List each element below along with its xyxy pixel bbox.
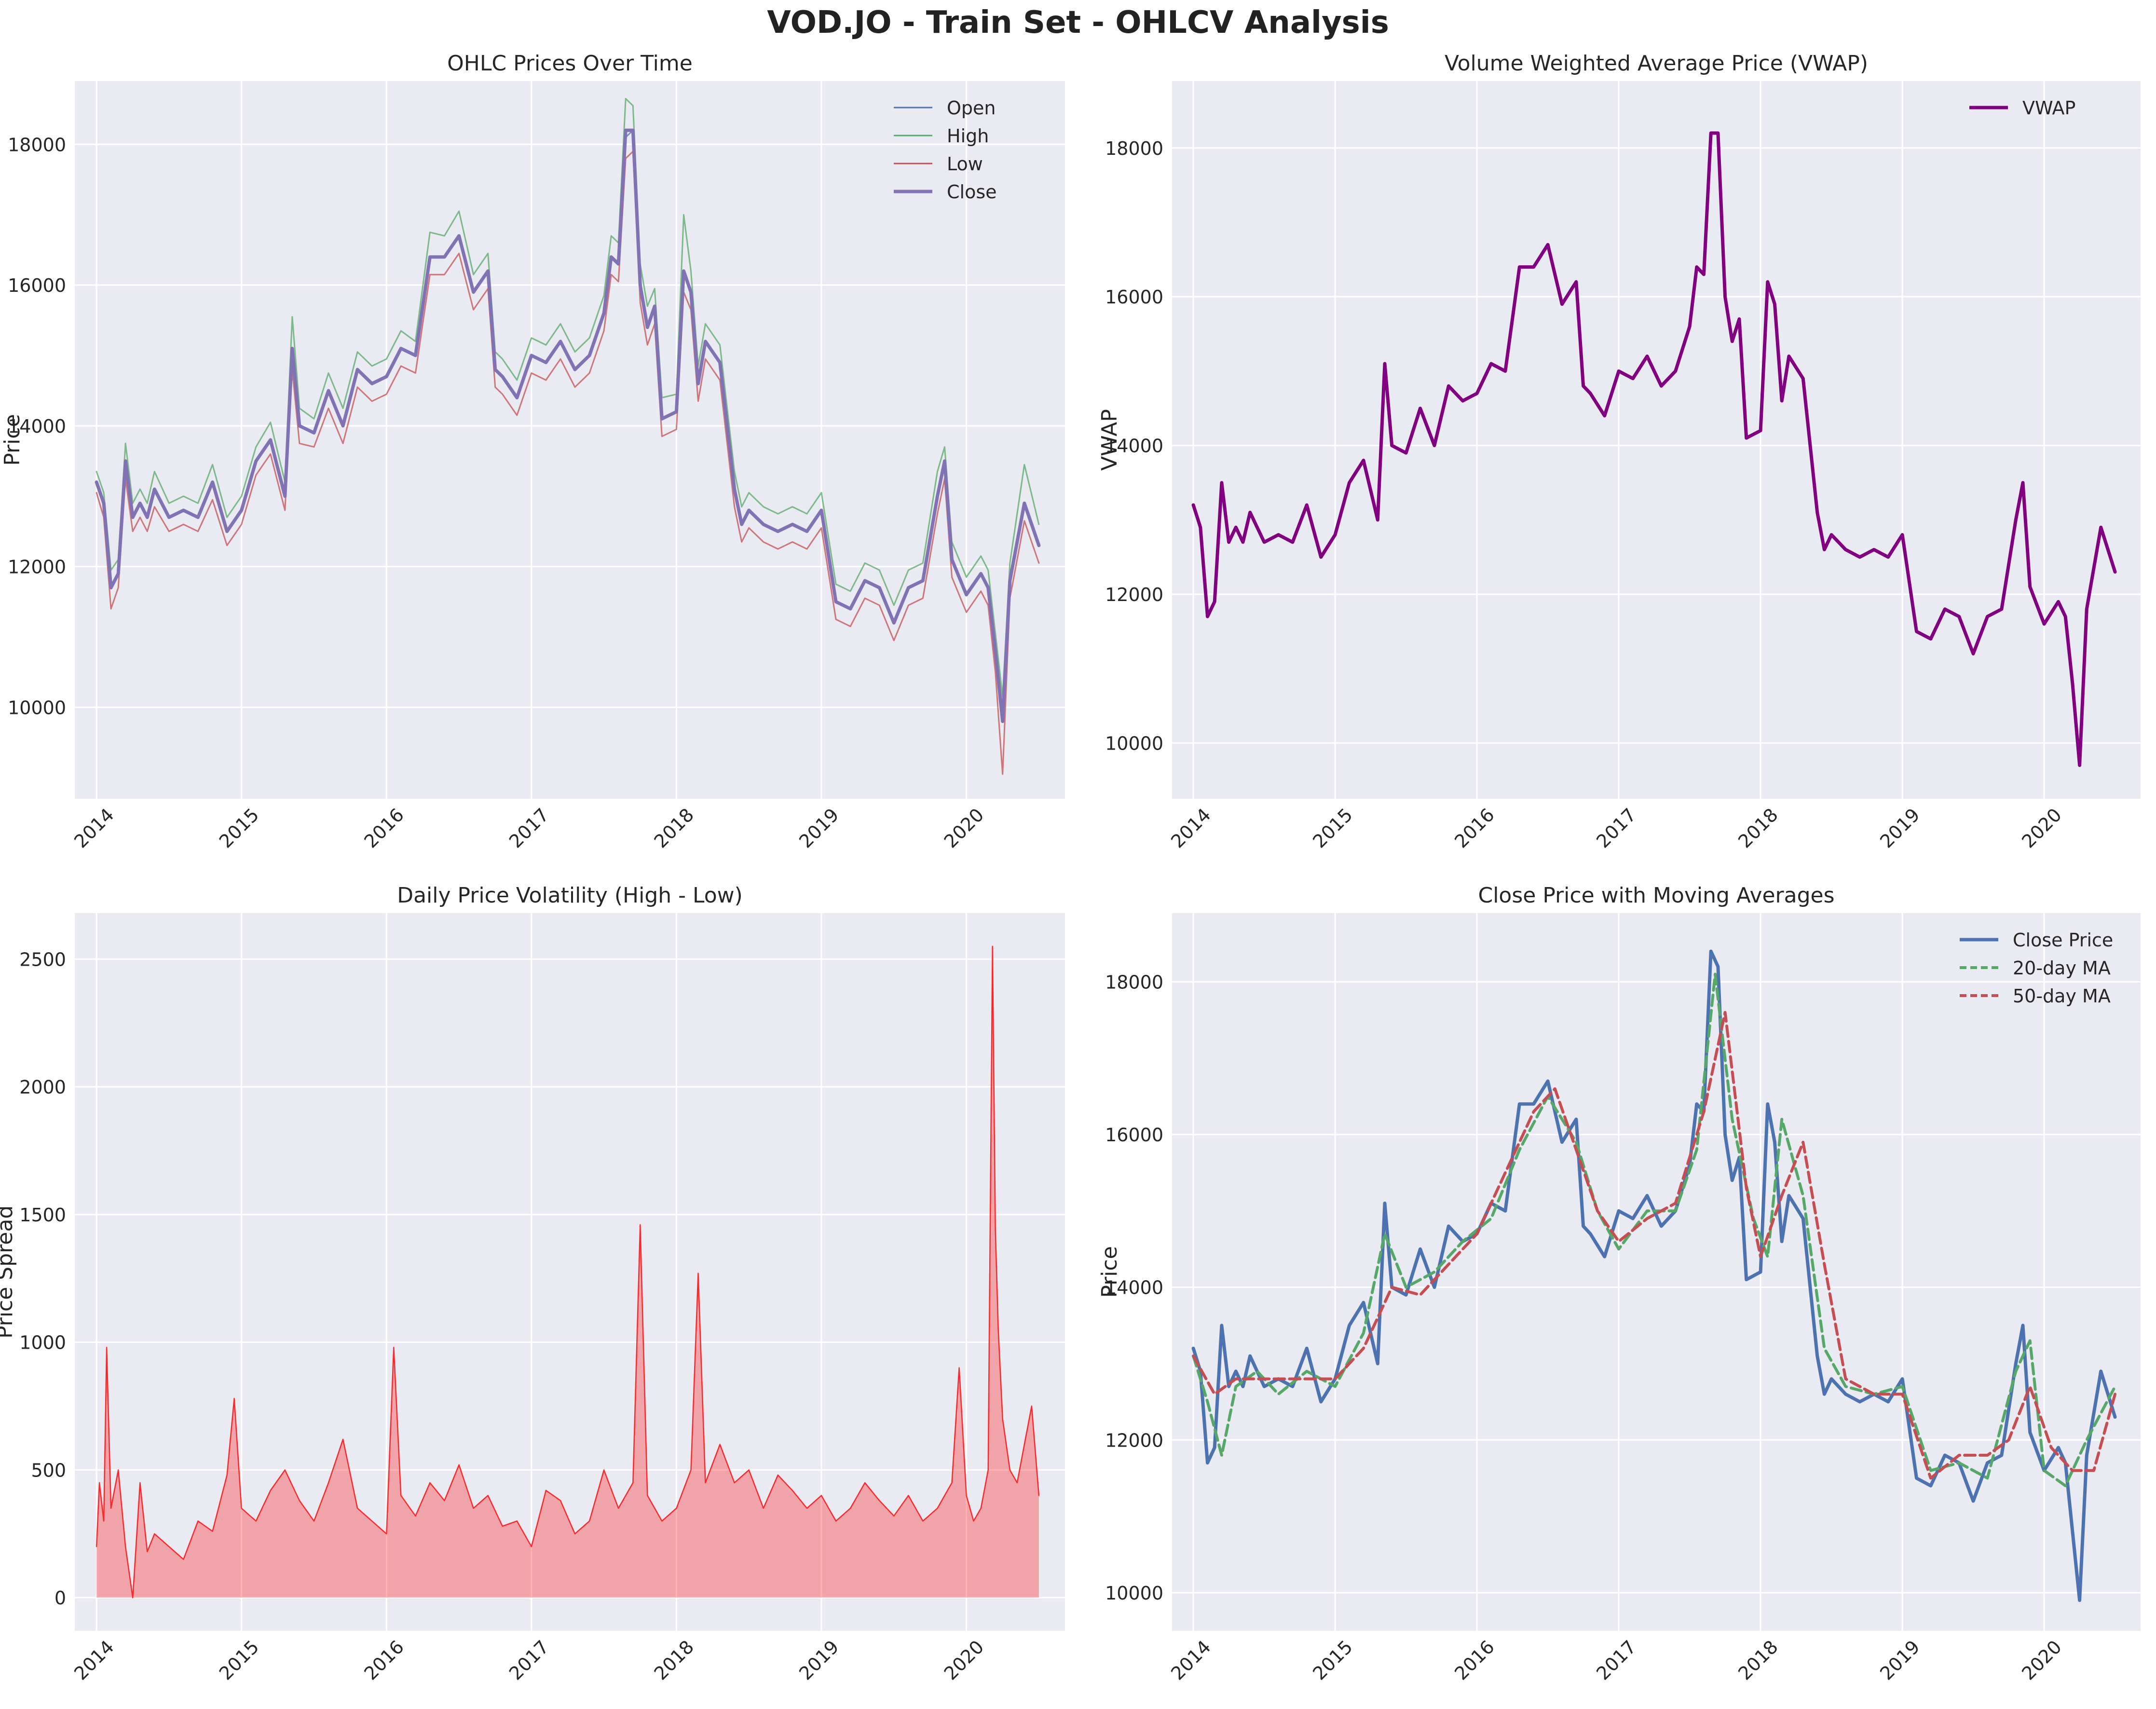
y-tick-label: 0 — [55, 1587, 66, 1609]
x-tick-label: 2018 — [1734, 804, 1782, 852]
y-axis-label: VWAP — [1097, 409, 1122, 471]
series-line-high — [96, 98, 1040, 697]
y-tick-label: 12000 — [1105, 584, 1163, 605]
x-tick-label: 2017 — [505, 804, 553, 852]
x-tick-label: 2017 — [505, 1636, 553, 1684]
chart-ohlc: 10000 12000 14000 16000 18000 2014 2015 2016 201… — [0, 51, 1065, 852]
x-tick-label: 2014 — [1167, 804, 1215, 852]
legend-label: VWAP — [2022, 97, 2075, 119]
y-tick-label: 18000 — [8, 134, 66, 155]
series-line-20-day-ma — [1192, 972, 2117, 1488]
plot-area — [75, 81, 1065, 799]
legend-label: High — [947, 125, 989, 147]
series-group — [1191, 949, 2117, 1602]
series-line — [96, 945, 1040, 1599]
series-area-fill — [96, 946, 1039, 1598]
x-tick-label: 2015 — [1309, 1636, 1357, 1684]
x-tick-label: 2020 — [2018, 804, 2066, 852]
series-group — [1191, 131, 2117, 767]
y-tick-label: 14000 — [1105, 1277, 1163, 1299]
x-tick-label: 2017 — [1592, 804, 1640, 852]
x-tick-label: 2016 — [360, 804, 408, 852]
series-line-low — [96, 150, 1040, 775]
x-tick-label: 2015 — [1309, 804, 1357, 852]
x-tick-label: 2016 — [1450, 804, 1499, 852]
y-axis-label: Price — [0, 414, 25, 465]
chart-moving-averages: 10000 12000 14000 16000 18000 2014 2015 2016 201… — [1097, 883, 2141, 1684]
x-tick-label: 2018 — [1734, 1636, 1782, 1684]
plot-area — [1172, 81, 2141, 799]
y-tick-label: 16000 — [1105, 1124, 1163, 1146]
y-tick-label: 14000 — [8, 416, 66, 437]
y-tick-label: 2500 — [19, 949, 66, 970]
y-tick-label: 2000 — [19, 1077, 66, 1098]
x-tick-label: 2017 — [1592, 1636, 1640, 1684]
y-tick-label: 1000 — [19, 1332, 66, 1354]
series-line-vwap — [1191, 131, 2117, 767]
legend-label: 50-day MA — [2013, 985, 2111, 1007]
series-line-close — [95, 128, 1041, 723]
legend-label: Open — [947, 97, 996, 119]
x-tick-label: 2019 — [795, 804, 843, 852]
x-tick-label: 2014 — [70, 804, 118, 852]
y-axis-label: Price — [1097, 1246, 1122, 1298]
y-axis-label: Price Spread — [0, 1205, 17, 1339]
y-tick-label: 18000 — [1105, 971, 1163, 993]
chart-title: Daily Price Volatility (High - Low) — [397, 883, 743, 908]
y-tick-label: 12000 — [1105, 1430, 1163, 1451]
x-tick-label: 2020 — [2018, 1636, 2066, 1684]
chart-title: Close Price with Moving Averages — [1478, 883, 1834, 908]
legend-label: Close Price — [2013, 930, 2113, 951]
chart-volatility: 0 500 1000 1500 2000 2500 2014 2015 2016 2017 2018… — [0, 883, 1065, 1684]
y-tick-label: 12000 — [8, 557, 66, 578]
y-tick-label: 10000 — [1105, 1583, 1163, 1604]
plot-area — [75, 913, 1065, 1631]
x-tick-label: 2019 — [1876, 1636, 1924, 1684]
y-tick-label: 16000 — [1105, 287, 1163, 308]
legend-label: Low — [947, 153, 983, 175]
plot-area — [1172, 913, 2141, 1631]
y-tick-label: 10000 — [1105, 733, 1163, 754]
chart-title: OHLC Prices Over Time — [447, 51, 693, 76]
series-group — [96, 945, 1040, 1599]
series-group — [95, 98, 1041, 775]
x-tick-label: 2019 — [795, 1636, 843, 1684]
x-tick-label: 2020 — [940, 1636, 988, 1684]
x-tick-label: 2015 — [215, 1636, 263, 1684]
y-tick-label: 14000 — [1105, 436, 1163, 457]
x-tick-label: 2014 — [1167, 1636, 1215, 1684]
x-tick-label: 2020 — [940, 804, 988, 852]
y-tick-label: 16000 — [8, 275, 66, 296]
x-tick-label: 2015 — [215, 804, 263, 852]
chart-title: Volume Weighted Average Price (VWAP) — [1445, 51, 1868, 76]
x-tick-label: 2019 — [1876, 804, 1924, 852]
x-tick-label: 2016 — [1450, 1636, 1499, 1684]
legend-label: Close — [947, 181, 997, 203]
x-tick-label: 2018 — [650, 1636, 698, 1684]
figure-title: VOD.JO - Train Set - OHLCV Analysis — [767, 5, 1389, 41]
x-tick-label: 2018 — [650, 804, 698, 852]
y-tick-label: 1500 — [19, 1204, 66, 1226]
legend-label: 20-day MA — [2013, 957, 2111, 979]
y-tick-label: 500 — [31, 1460, 66, 1481]
series-line-50-day-ma — [1192, 1011, 2117, 1480]
chart-vwap: 10000 12000 14000 16000 18000 2014 2015 2016 201… — [1097, 51, 2141, 852]
x-tick-label: 2014 — [70, 1636, 118, 1684]
y-tick-label: 10000 — [8, 697, 66, 718]
y-tick-label: 18000 — [1105, 138, 1163, 159]
x-tick-label: 2016 — [360, 1636, 408, 1684]
